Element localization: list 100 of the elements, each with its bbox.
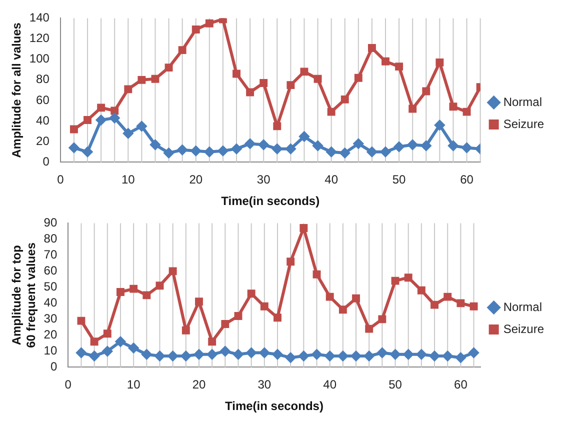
point	[340, 148, 350, 158]
point	[338, 351, 348, 361]
point	[352, 294, 360, 302]
x-tick-label: 40	[323, 378, 337, 392]
point	[177, 144, 188, 155]
point	[299, 131, 310, 142]
point	[286, 81, 295, 90]
x-tick-label: 0	[64, 378, 72, 392]
point	[77, 316, 86, 325]
point	[124, 85, 132, 94]
point	[220, 346, 230, 356]
point	[395, 62, 404, 71]
point	[218, 146, 228, 156]
point	[82, 146, 93, 157]
x-tick-label: 30	[258, 378, 272, 392]
point	[326, 146, 336, 157]
point	[194, 349, 204, 360]
point	[110, 106, 119, 115]
y-tick-label: 0	[42, 154, 50, 169]
point	[207, 349, 218, 360]
point	[312, 140, 323, 151]
x-tick-label: 20	[192, 378, 206, 392]
y-tick-label: 60	[44, 264, 58, 278]
point	[96, 115, 106, 126]
point	[110, 112, 120, 123]
point	[260, 302, 268, 310]
point	[84, 116, 92, 124]
point	[462, 108, 471, 116]
point	[326, 292, 334, 301]
point	[260, 79, 268, 87]
x-axis-title: Time(in seconds)	[224, 399, 324, 414]
legend-label: Normal	[503, 94, 542, 109]
y-axis-title: Amplitude for top 60 frequent values	[10, 242, 38, 348]
x-tick-label: 50	[392, 172, 406, 187]
point	[180, 351, 191, 361]
point	[247, 290, 256, 298]
point	[380, 146, 390, 157]
point	[182, 326, 190, 334]
point	[76, 348, 86, 358]
point	[221, 320, 230, 328]
point	[312, 349, 322, 360]
point	[430, 300, 438, 309]
point	[150, 140, 160, 150]
y-tick-label: 20	[44, 328, 58, 342]
point	[300, 68, 308, 76]
y-tick-label: 50	[44, 280, 58, 294]
point	[234, 312, 242, 320]
point	[382, 57, 390, 66]
y-tick-label: 60	[36, 92, 50, 107]
legend-label: Seizure	[503, 322, 544, 336]
point	[366, 146, 377, 157]
point	[246, 88, 254, 96]
point	[354, 74, 362, 82]
legend-label: Seizure	[503, 116, 544, 131]
point	[340, 95, 349, 104]
point	[422, 87, 430, 96]
x-tick-label: 30	[256, 172, 271, 187]
point	[286, 258, 295, 266]
point	[324, 351, 335, 361]
point	[208, 338, 216, 346]
point	[408, 104, 417, 113]
point	[377, 348, 388, 358]
point	[68, 142, 79, 153]
point	[164, 148, 174, 158]
x-tick-label: 40	[324, 172, 338, 187]
x-tick-label: 60	[454, 378, 468, 392]
point	[312, 270, 321, 278]
y-tick-label: 90	[44, 216, 58, 230]
point	[190, 146, 201, 156]
point	[156, 282, 164, 290]
point	[378, 315, 386, 324]
point	[417, 286, 426, 294]
point	[195, 298, 203, 306]
point	[128, 343, 139, 353]
point	[403, 349, 414, 360]
point	[300, 224, 308, 232]
y-tick-label: 20	[36, 134, 50, 148]
point	[327, 108, 336, 116]
y-tick-label: 0	[50, 360, 58, 374]
point	[351, 351, 362, 361]
point	[259, 348, 270, 358]
point	[232, 70, 240, 78]
y-tick-label: 40	[36, 113, 50, 128]
point	[470, 302, 478, 310]
point	[421, 140, 432, 151]
point	[408, 140, 418, 150]
point	[298, 351, 309, 361]
point	[90, 338, 98, 346]
point	[365, 324, 374, 333]
point	[142, 349, 152, 360]
point	[178, 46, 186, 54]
point	[416, 349, 426, 360]
point	[364, 351, 374, 361]
point	[151, 74, 160, 83]
point	[434, 120, 445, 130]
point	[233, 349, 244, 360]
point	[103, 330, 112, 338]
point	[204, 146, 214, 157]
point	[274, 314, 282, 322]
point	[436, 58, 444, 66]
